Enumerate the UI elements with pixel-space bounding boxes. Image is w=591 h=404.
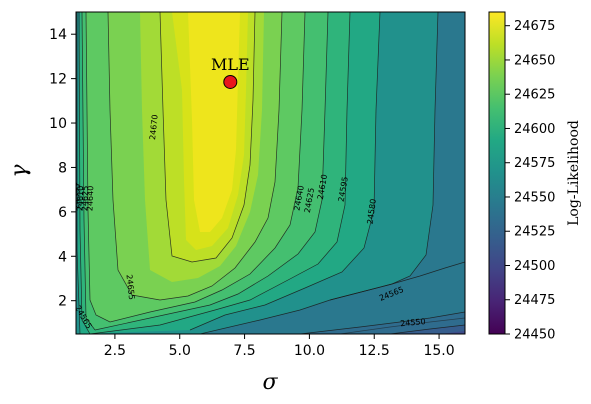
y-tick-label: 14 [49, 27, 67, 43]
contour-band-24520 [440, 331, 465, 334]
colorbar-tick-label: 24650 [514, 53, 555, 68]
mle-point [223, 74, 238, 89]
colorbar-tick-label: 24525 [514, 225, 555, 240]
x-tick-label: 15.0 [423, 343, 454, 359]
colorbar: 24450 24475 24500 24525 24550 24575 24600 24625… [488, 11, 555, 343]
contour-band-24550 [300, 312, 465, 334]
x-tick-label: 7.5 [233, 343, 255, 359]
colorbar-tick-label: 24600 [514, 122, 555, 137]
contour-label: 24655 [125, 274, 137, 300]
colorbar-tick-label: 24675 [514, 19, 555, 34]
colorbar-frame [488, 11, 506, 335]
colorbar-ticks: 24450 24475 24500 24525 24550 24575 24600 24625… [505, 19, 555, 343]
x-tick-label: 5.0 [169, 343, 191, 359]
contour-label: 24610 [316, 174, 329, 201]
x-tick-label: 10.0 [294, 343, 325, 359]
y-tick-label: 8 [58, 160, 67, 176]
contour-label: 24595 [337, 176, 350, 203]
y-axis-title: γ [7, 164, 32, 178]
contour-label: 24670 [148, 114, 160, 140]
plot-frame [75, 11, 466, 335]
colorbar-title: Log-Likelihood [566, 120, 582, 226]
colorbar-tick-label: 24550 [514, 190, 555, 205]
y-tick-label: 10 [49, 116, 67, 132]
colorbar-tick-label: 24475 [514, 293, 555, 308]
colorbar-tick-label: 24575 [514, 156, 555, 171]
colorbar-tick-label: 24500 [514, 259, 555, 274]
x-tick-label: 2.5 [104, 343, 126, 359]
contour-band-24680 [188, 12, 240, 232]
y-axis: 2 4 6 8 10 12 14 [49, 27, 76, 310]
y-tick-label: 12 [49, 72, 67, 88]
mle-label: MLE [211, 55, 250, 74]
x-axis-title: σ [262, 370, 278, 395]
contour-label: 24640 [85, 186, 95, 212]
contour-label: 24595 [72, 183, 82, 209]
y-tick-label: 6 [58, 205, 67, 221]
contour-lines [76, 12, 465, 334]
x-tick-label: 12.5 [359, 343, 390, 359]
contour-label: 24610 [76, 186, 86, 212]
x-axis: 2.5 5.0 7.5 10.0 12.5 15.0 [104, 334, 455, 359]
contour-label: 24550 [400, 317, 426, 328]
colorbar-gradient [489, 12, 505, 334]
contour-label: 24640 [293, 185, 306, 212]
contour-label: 24580 [366, 198, 378, 224]
contour-label: 24625 [80, 186, 90, 212]
y-tick-label: 4 [58, 249, 67, 265]
colorbar-tick-label: 24450 [514, 328, 555, 343]
contour-label: 24625 [303, 187, 316, 214]
contour-label: 24580 [69, 181, 79, 207]
y-tick-label: 2 [58, 294, 67, 310]
mle-marker-group: MLE [211, 55, 250, 89]
colorbar-tick-label: 24625 [514, 88, 555, 103]
